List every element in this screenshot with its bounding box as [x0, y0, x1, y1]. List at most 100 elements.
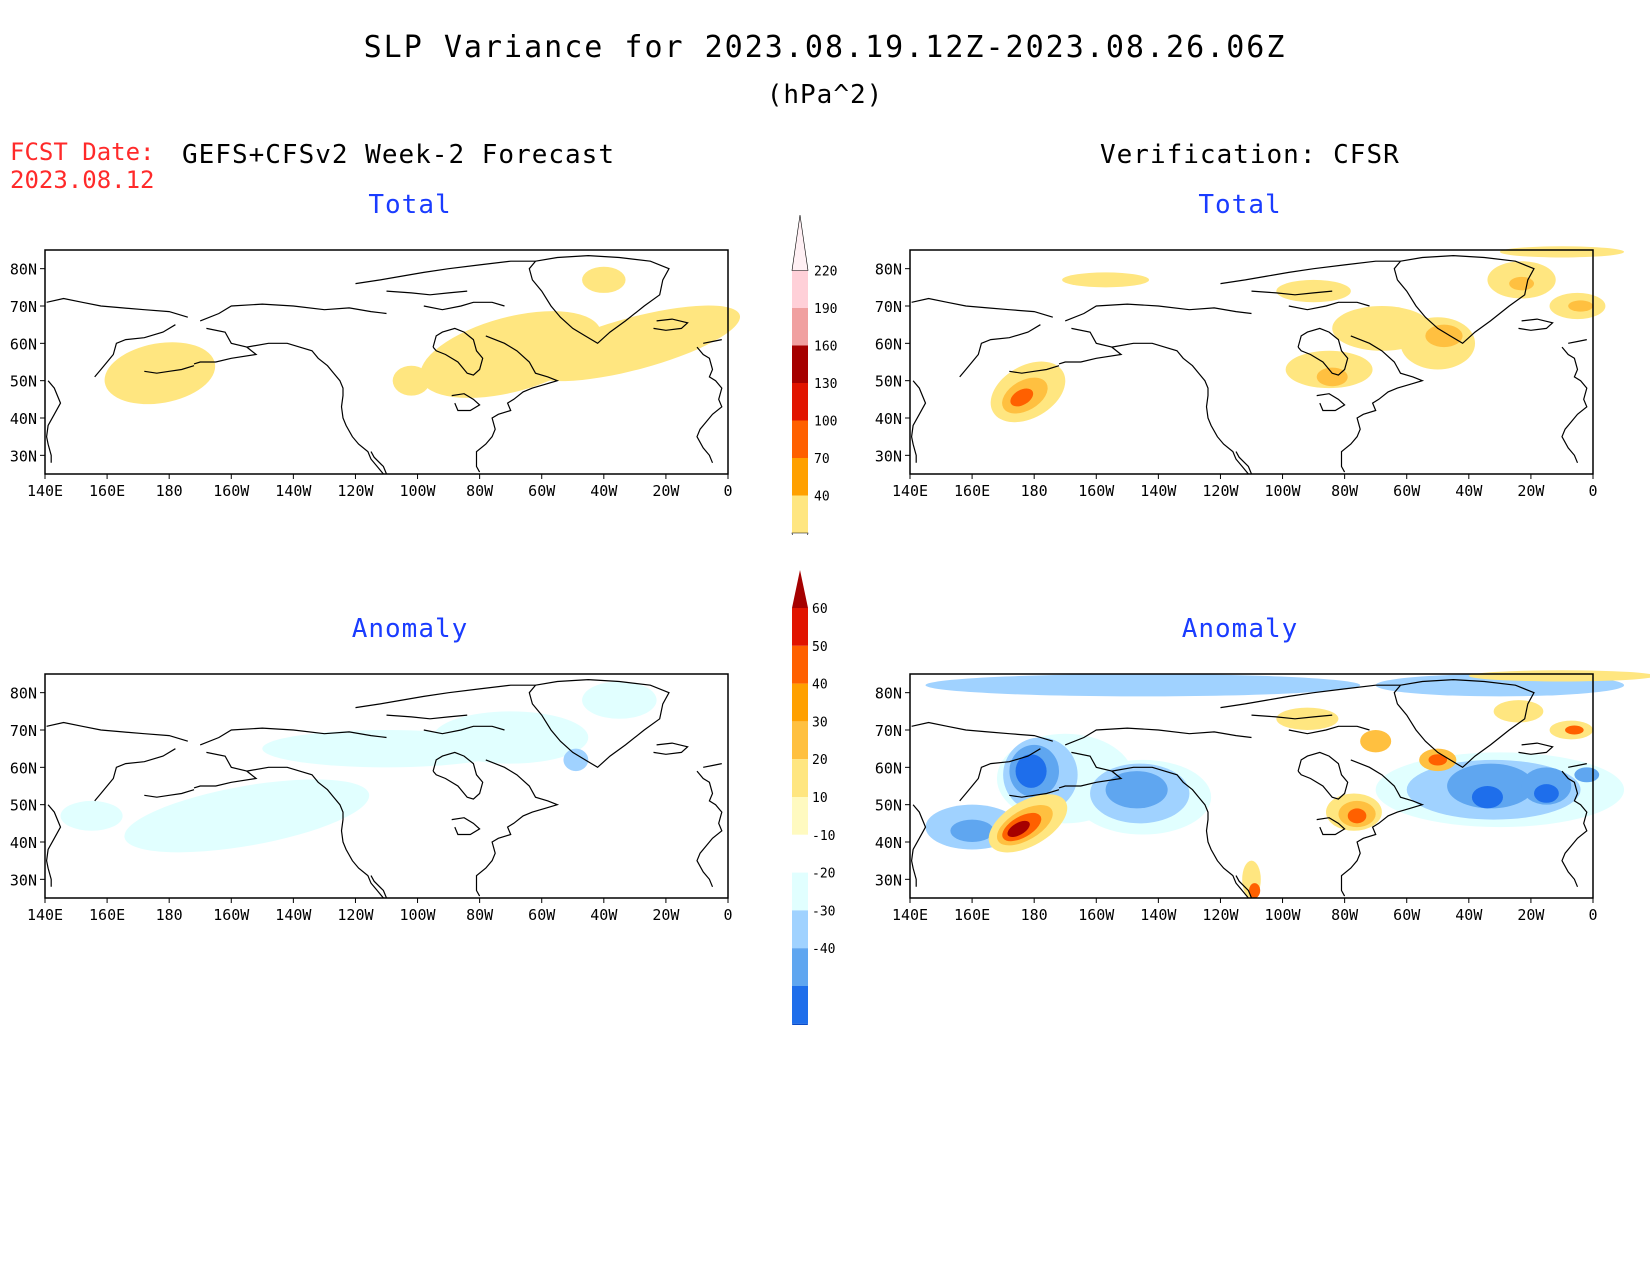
coastline-segment	[1288, 725, 1370, 735]
field-contour-m30	[1447, 763, 1535, 809]
coastline-segment	[1064, 727, 1252, 746]
coastline-segment	[246, 766, 384, 899]
lon-label: 140E	[892, 906, 928, 924]
field-contour-m40	[1015, 754, 1047, 788]
coastline-group	[45, 678, 723, 899]
colorbar-label: 100	[814, 415, 837, 430]
colorbar-swatch	[792, 308, 808, 346]
coastline-segment	[451, 393, 481, 412]
lon-label: 160E	[954, 906, 990, 924]
colorbar-swatch	[792, 683, 808, 722]
coastline-segment	[370, 875, 388, 899]
coastline-segment	[1235, 875, 1253, 899]
coastline-segment	[1340, 335, 1425, 473]
lon-label: 80W	[1331, 906, 1359, 924]
lon-label: 60W	[1393, 482, 1421, 500]
colorbar-swatch	[792, 495, 808, 533]
coastline-segment	[94, 748, 176, 802]
lon-label: 140E	[27, 906, 63, 924]
lon-label: 20W	[1517, 482, 1545, 500]
lat-label: 40N	[875, 410, 902, 428]
verification-heading: Verification: CFSR	[1100, 140, 1400, 170]
lon-label: 160W	[213, 906, 250, 924]
colorbar-label: 40	[812, 678, 828, 693]
coastline-segment	[1251, 290, 1333, 296]
field-contour-t70	[1568, 300, 1593, 312]
lon-label: 20W	[652, 482, 680, 500]
lon-label: 180	[1021, 482, 1048, 500]
lon-label: 60W	[528, 482, 556, 500]
coastline-segment	[1235, 451, 1253, 475]
field-contour-m30	[1105, 771, 1168, 809]
coastline-segment	[1568, 339, 1587, 344]
lat-label: 70N	[875, 722, 902, 740]
anomaly-colorbar-svg: 60 50 40 30 20 10 -10 -20 -30 -40	[792, 570, 835, 1062]
field-contour-m10	[582, 681, 657, 719]
coastline-segment	[1316, 393, 1346, 412]
colorbar-swatch	[791, 214, 809, 271]
coastline-segment	[423, 301, 505, 311]
lon-label: 140W	[275, 906, 312, 924]
coastline-segment	[1111, 342, 1249, 475]
lat-label: 50N	[875, 373, 902, 391]
coastline-segment	[1518, 742, 1554, 755]
lon-label: 40W	[590, 906, 618, 924]
coastline-segment	[1058, 327, 1123, 365]
lon-label: 40W	[1455, 906, 1483, 924]
colorbar-swatch	[792, 948, 808, 986]
field-contour-t40	[392, 365, 430, 396]
colorbar-swatch	[792, 458, 808, 496]
field-contour-a10	[1468, 670, 1650, 682]
colorbar-label: 50	[812, 640, 828, 655]
coastline-segment	[1064, 303, 1252, 322]
lon-label: 160E	[89, 906, 125, 924]
coastline-segment	[423, 725, 505, 735]
coastline-segment	[355, 260, 536, 285]
figure-units: (hPa^2)	[766, 80, 884, 110]
coastline-segment	[1561, 346, 1588, 464]
field-contour-a40	[1565, 725, 1584, 735]
coastline-segment	[1316, 817, 1346, 836]
lon-label: 60W	[1393, 906, 1421, 924]
map-frame	[909, 673, 1594, 899]
map-frame	[44, 673, 729, 899]
lon-label: 120W	[337, 906, 374, 924]
lat-label: 30N	[875, 871, 902, 889]
coastline-segment	[432, 327, 484, 376]
lat-label: 50N	[10, 373, 37, 391]
colorbar-label: 60	[812, 602, 828, 617]
field-contour-m40	[1471, 786, 1503, 809]
coastline-segment	[653, 318, 689, 331]
lat-label: 30N	[10, 447, 37, 465]
coastline-segment	[1568, 763, 1587, 768]
field-contour-a10	[1276, 707, 1339, 730]
coastline-segment	[144, 365, 195, 374]
fcst-date-label: FCST Date:	[10, 138, 155, 166]
coastline-group	[910, 678, 1588, 899]
coastline-segment	[959, 324, 1041, 378]
map-frame	[44, 249, 729, 475]
field-contour-m10	[433, 711, 589, 764]
lon-label: 100W	[399, 906, 436, 924]
colorbar-label: -40	[812, 942, 835, 957]
lon-label: 100W	[399, 482, 436, 500]
verification-anomaly-title: Anomaly	[1181, 614, 1299, 644]
coastline-segment	[1393, 678, 1535, 769]
coastline-segment	[1393, 254, 1535, 345]
coastline-segment	[1251, 714, 1333, 720]
lon-label: 0	[1588, 906, 1597, 924]
lon-label: 160W	[1078, 906, 1115, 924]
lon-label: 180	[156, 906, 183, 924]
coastline-segment	[46, 297, 188, 318]
lon-label: 160E	[954, 482, 990, 500]
lat-label: 70N	[10, 298, 37, 316]
fcst-date-value: 2023.08.12	[10, 166, 155, 194]
field-contour-a40	[1249, 883, 1261, 898]
coastline-segment	[386, 714, 468, 720]
field-contour-t40	[582, 266, 626, 293]
lon-label: 140W	[1140, 906, 1177, 924]
field-contour-m30	[950, 819, 994, 842]
lon-label: 160E	[89, 482, 125, 500]
lat-label: 80N	[875, 261, 902, 279]
colorbar-label: 20	[812, 753, 828, 768]
